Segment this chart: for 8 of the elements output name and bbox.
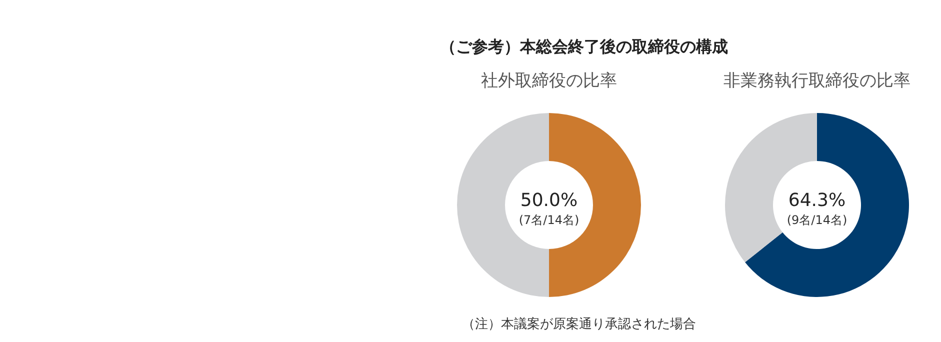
chart-subtitle: 非業務執行取締役の比率: [724, 71, 910, 91]
text: 50.0%: [520, 190, 578, 211]
text: (9名/14名): [786, 213, 848, 227]
chart-subtitle: 社外取締役の比率: [481, 71, 617, 91]
text: 64.3%: [788, 190, 846, 211]
text: （注）本議案が原案通り承認された場合: [462, 316, 696, 332]
chart-title: （ご参考）本総会終了後の取締役の構成: [440, 37, 728, 56]
text: (7名/14名): [518, 213, 580, 227]
